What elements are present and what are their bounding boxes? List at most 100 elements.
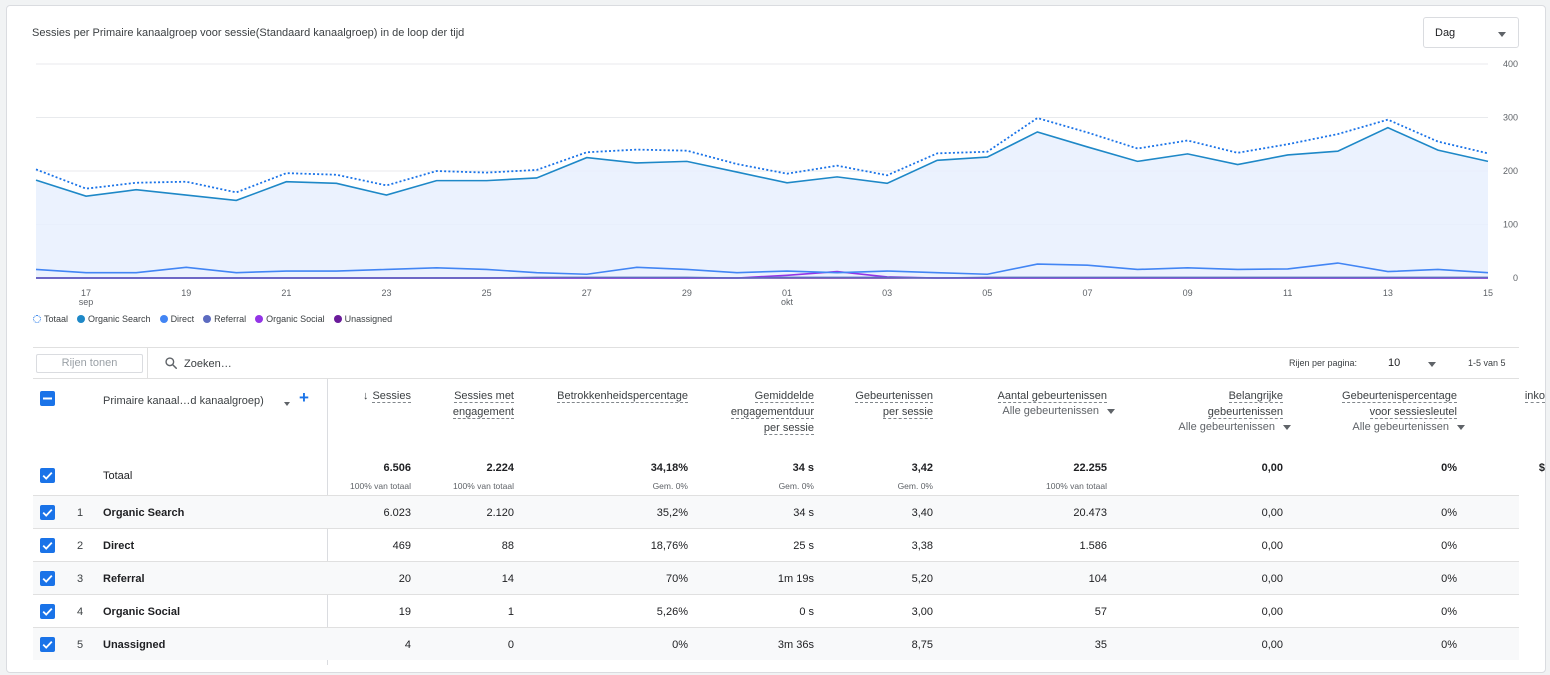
table-row[interactable]: 4 Organic Social 19 1 5,26% 0 s 3,00 57 0,00 0% bbox=[33, 594, 1519, 627]
event-filter-dropdown[interactable]: Alle gebeurtenissen bbox=[1002, 405, 1115, 417]
row-checkbox[interactable] bbox=[40, 505, 55, 520]
y-tick-label: 100 bbox=[1503, 220, 1518, 230]
column-header-line: ↓ Sessies bbox=[363, 388, 411, 404]
table-cell: 469 bbox=[392, 540, 411, 552]
table-cell: 6.023 bbox=[383, 507, 411, 519]
totals-subtext: 100% van totaal bbox=[1046, 481, 1107, 491]
column-header[interactable]: inko bbox=[1524, 388, 1545, 404]
x-tick-label: 01 bbox=[782, 288, 792, 298]
dot-icon bbox=[77, 315, 86, 323]
column-header-text: voor sessiesleutel bbox=[1369, 406, 1457, 419]
legend-item[interactable]: Direct bbox=[159, 314, 194, 324]
chevron-down-icon bbox=[1498, 32, 1506, 37]
chevron-down-icon[interactable] bbox=[284, 402, 290, 406]
chart-legend: Totaal Organic Search Direct Referral Organi… bbox=[33, 314, 392, 324]
column-header[interactable]: Gebeurtenissen per sessie bbox=[855, 388, 933, 420]
column-header-text: engagementduur bbox=[730, 406, 814, 419]
chart-title: Sessies per Primaire kanaalgroep voor se… bbox=[32, 27, 465, 39]
column-header-line: Gebeurtenissen bbox=[855, 388, 933, 404]
series-line-organic-search bbox=[35, 126, 1489, 202]
row-checkbox[interactable] bbox=[40, 571, 55, 586]
legend-item[interactable]: Organic Social bbox=[255, 314, 325, 324]
legend-item[interactable]: Referral bbox=[203, 314, 246, 324]
table-cell: 0% bbox=[1441, 606, 1457, 618]
check-icon bbox=[42, 541, 53, 550]
select-all-checkbox[interactable] bbox=[40, 391, 55, 406]
column-header-text: Sessies met bbox=[454, 390, 514, 403]
totals-subtext: Gem. 0% bbox=[652, 481, 688, 491]
column-header[interactable]: ↓ Sessies bbox=[363, 388, 411, 404]
table-cell: 8,75 bbox=[911, 639, 933, 651]
table-cell: 0 s bbox=[799, 606, 814, 618]
row-dimension-label[interactable]: Organic Search bbox=[103, 507, 185, 519]
add-dimension-icon[interactable]: + bbox=[299, 388, 309, 407]
column-header-line: Sessies met bbox=[453, 388, 514, 404]
dotted-ring-icon bbox=[33, 315, 41, 323]
dot-icon bbox=[203, 315, 212, 323]
column-header-text: Betrokkenheidspercentage bbox=[557, 390, 688, 403]
event-filter-dropdown[interactable]: Alle gebeurtenissen bbox=[1178, 421, 1291, 433]
row-dimension-label[interactable]: Organic Social bbox=[103, 606, 181, 618]
column-header-text: Gebeurtenispercentage bbox=[1342, 390, 1457, 403]
dot-icon bbox=[255, 315, 264, 323]
column-header-line: gebeurtenissen bbox=[1207, 404, 1283, 420]
column-header-line: Belangrijke bbox=[1208, 388, 1283, 404]
table-toolbar: Rijen tonen Rijen per pagina: 10 1-5 van… bbox=[33, 347, 1519, 379]
column-header[interactable]: Gebeurtenispercentage voor sessiesleutel bbox=[1342, 388, 1457, 420]
totals-value: $ bbox=[1538, 462, 1545, 474]
rows-per-page-select[interactable]: 10 bbox=[1388, 357, 1401, 369]
totals-checkbox[interactable] bbox=[40, 468, 55, 483]
legend-item[interactable]: Organic Search bbox=[77, 314, 151, 324]
search-icon bbox=[165, 357, 178, 370]
show-rows-button[interactable]: Rijen tonen bbox=[36, 354, 143, 373]
table-row[interactable]: 3 Referral 20 14 70% 1m 19s 5,20 104 0,00 0% bbox=[33, 561, 1519, 594]
row-number: 3 bbox=[77, 573, 84, 585]
totals-value: 2.224 bbox=[486, 462, 514, 474]
table-cell: 35,2% bbox=[656, 507, 688, 519]
legend-item[interactable]: Totaal bbox=[33, 314, 68, 324]
search-input[interactable] bbox=[184, 354, 484, 373]
granularity-value: Dag bbox=[1435, 27, 1456, 39]
table-row[interactable]: 2 Direct 469 88 18,76% 25 s 3,38 1.586 0,00 0% bbox=[33, 528, 1519, 561]
column-header[interactable]: Sessies met engagement bbox=[452, 388, 514, 420]
table-row[interactable]: 5 Unassigned 4 0 0% 3m 36s 8,75 35 0,00 0% bbox=[33, 627, 1519, 660]
column-header-text: Aantal gebeurtenissen bbox=[997, 390, 1107, 403]
event-filter-dropdown[interactable]: Alle gebeurtenissen bbox=[1352, 421, 1465, 433]
chevron-down-icon[interactable] bbox=[1428, 362, 1436, 367]
table-cell: 1.586 bbox=[1079, 540, 1107, 552]
dimension-header[interactable]: Primaire kanaal…d kanaalgroep) bbox=[103, 395, 264, 407]
check-icon bbox=[42, 607, 53, 616]
x-tick-month-label: okt bbox=[781, 297, 794, 307]
table-cell: 0,00 bbox=[1261, 540, 1283, 552]
table-cell: 20 bbox=[398, 573, 411, 585]
table-row[interactable]: 1 Organic Search 6.023 2.120 35,2% 34 s 3,40 20… bbox=[33, 495, 1519, 528]
table-cell: 0,00 bbox=[1261, 573, 1283, 585]
column-header[interactable]: Belangrijke gebeurtenissen bbox=[1207, 388, 1283, 420]
column-header-line: Betrokkenheidspercentage bbox=[557, 388, 688, 404]
column-header[interactable]: Aantal gebeurtenissen bbox=[997, 388, 1107, 404]
event-filter-label: Alle gebeurtenissen bbox=[1178, 421, 1275, 433]
table-cell: 4 bbox=[404, 639, 411, 651]
row-checkbox[interactable] bbox=[40, 538, 55, 553]
y-tick-label: 400 bbox=[1503, 59, 1518, 69]
column-header-text: Sessies bbox=[372, 390, 411, 403]
column-header-line: per sessie bbox=[731, 420, 814, 436]
x-tick-label: 23 bbox=[381, 288, 391, 298]
row-dimension-label[interactable]: Referral bbox=[103, 573, 145, 585]
column-header[interactable]: Betrokkenheidspercentage bbox=[557, 388, 688, 404]
table-cell: 18,76% bbox=[650, 540, 688, 552]
column-header[interactable]: Gemiddelde engagementduur per sessie bbox=[730, 388, 814, 436]
row-checkbox[interactable] bbox=[40, 604, 55, 619]
row-dimension-label[interactable]: Direct bbox=[103, 540, 135, 552]
row-checkbox[interactable] bbox=[40, 637, 55, 652]
chevron-down-icon bbox=[1283, 424, 1291, 430]
x-tick-label: 11 bbox=[1283, 288, 1292, 298]
row-dimension-label[interactable]: Unassigned bbox=[103, 639, 166, 651]
table-cell: 88 bbox=[501, 540, 514, 552]
legend-item[interactable]: Unassigned bbox=[333, 314, 392, 324]
table-cell: 34 s bbox=[793, 507, 814, 519]
granularity-dropdown[interactable]: Dag bbox=[1423, 17, 1519, 48]
minus-icon bbox=[43, 397, 52, 400]
table-cell: 3,38 bbox=[911, 540, 933, 552]
